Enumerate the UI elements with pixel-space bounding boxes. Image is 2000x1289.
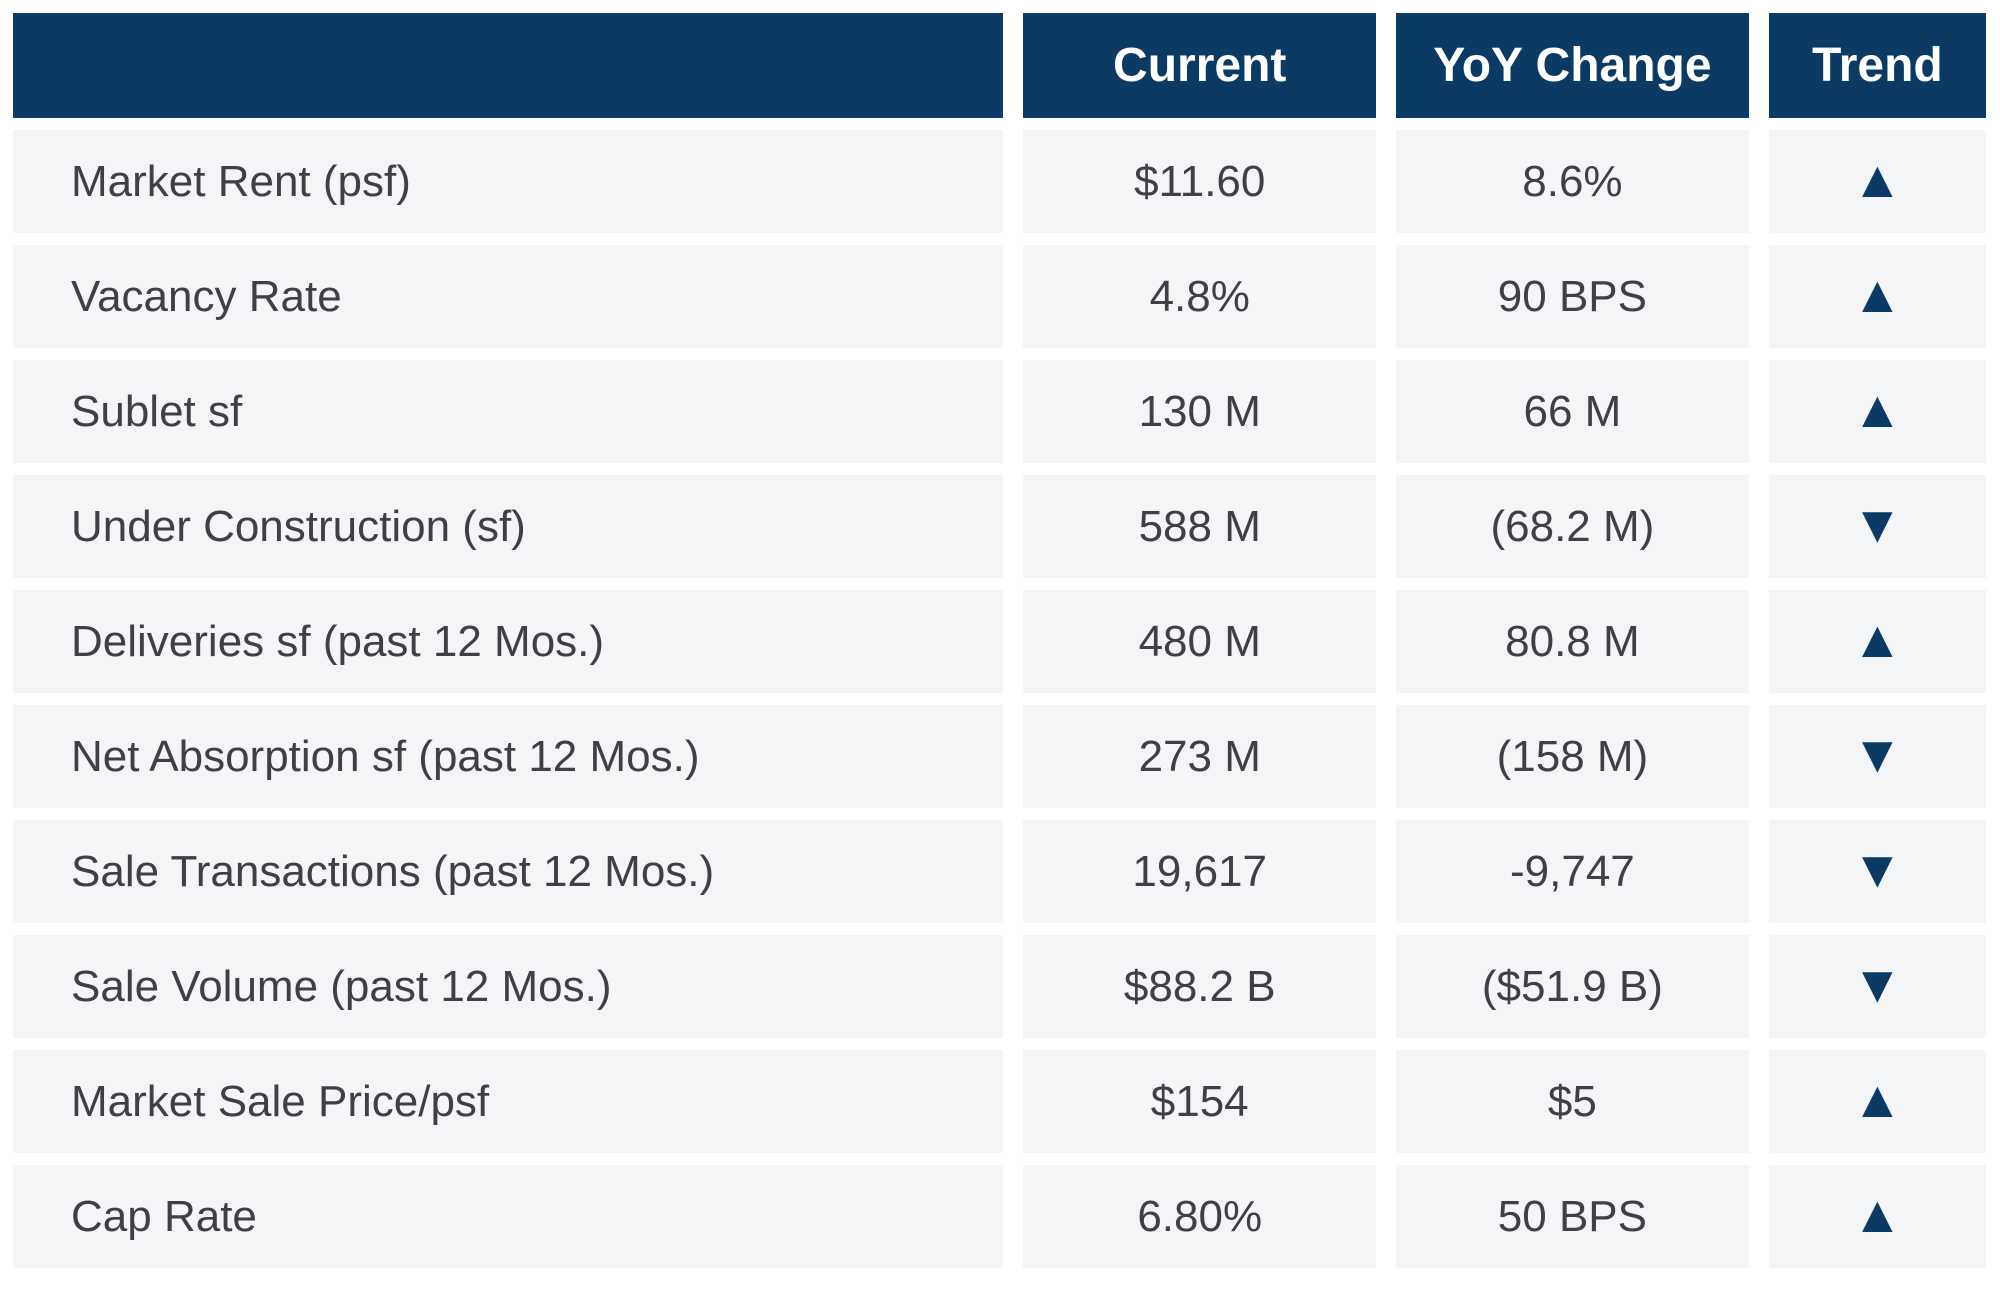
table-row: Net Absorption sf (past 12 Mos.) 273 M (… (13, 705, 1987, 808)
trend-cell: ▲ (1768, 130, 1987, 233)
table-row: Sale Volume (past 12 Mos.) $88.2 B ($51.… (13, 935, 1987, 1038)
table-row: Market Sale Price/psf $154 $5 ▲ (13, 1050, 1987, 1153)
current-value: 588 M (1023, 475, 1377, 578)
trend-up-icon: ▲ (1851, 380, 1904, 439)
current-value: 480 M (1023, 590, 1377, 693)
row-label: Sale Transactions (past 12 Mos.) (13, 820, 1004, 923)
table-row: Market Rent (psf) $11.60 8.6% ▲ (13, 130, 1987, 233)
yoy-change-value: (158 M) (1396, 705, 1749, 808)
header-cell-current: Current (1023, 13, 1377, 118)
trend-cell: ▲ (1768, 590, 1987, 693)
trend-cell: ▲ (1768, 1050, 1987, 1153)
row-label: Vacancy Rate (13, 245, 1004, 348)
row-label: Market Rent (psf) (13, 130, 1004, 233)
row-label: Sale Volume (past 12 Mos.) (13, 935, 1004, 1038)
table-row: Cap Rate 6.80% 50 BPS ▲ (13, 1165, 1987, 1268)
current-value: 130 M (1023, 360, 1377, 463)
trend-cell: ▼ (1768, 705, 1987, 808)
yoy-change-value: ($51.9 B) (1396, 935, 1749, 1038)
current-value: 6.80% (1023, 1165, 1377, 1268)
row-label: Sublet sf (13, 360, 1004, 463)
current-value: $154 (1023, 1050, 1377, 1153)
trend-cell: ▲ (1768, 245, 1987, 348)
row-label: Deliveries sf (past 12 Mos.) (13, 590, 1004, 693)
header-cell-trend: Trend (1768, 13, 1987, 118)
table-row: Vacancy Rate 4.8% 90 BPS ▲ (13, 245, 1987, 348)
current-value: $88.2 B (1023, 935, 1377, 1038)
trend-down-icon: ▼ (1851, 725, 1904, 784)
trend-cell: ▼ (1768, 475, 1987, 578)
current-value: 4.8% (1023, 245, 1377, 348)
yoy-change-value: -9,747 (1396, 820, 1749, 923)
yoy-change-value: $5 (1396, 1050, 1749, 1153)
row-label: Cap Rate (13, 1165, 1004, 1268)
row-label: Under Construction (sf) (13, 475, 1004, 578)
table-row: Under Construction (sf) 588 M (68.2 M) ▼ (13, 475, 1987, 578)
row-label: Net Absorption sf (past 12 Mos.) (13, 705, 1004, 808)
yoy-change-value: 66 M (1396, 360, 1749, 463)
trend-up-icon: ▲ (1851, 1185, 1904, 1244)
yoy-change-value: 8.6% (1396, 130, 1749, 233)
trend-up-icon: ▲ (1851, 265, 1904, 324)
yoy-change-value: 50 BPS (1396, 1165, 1749, 1268)
table-row: Deliveries sf (past 12 Mos.) 480 M 80.8 … (13, 590, 1987, 693)
trend-down-icon: ▼ (1851, 840, 1904, 899)
current-value: 19,617 (1023, 820, 1377, 923)
trend-cell: ▲ (1768, 1165, 1987, 1268)
trend-cell: ▼ (1768, 820, 1987, 923)
header-cell-yoy-change: YoY Change (1396, 13, 1749, 118)
trend-up-icon: ▲ (1851, 1070, 1904, 1129)
trend-up-icon: ▲ (1851, 610, 1904, 669)
current-value: $11.60 (1023, 130, 1377, 233)
trend-cell: ▼ (1768, 935, 1987, 1038)
row-label: Market Sale Price/psf (13, 1050, 1004, 1153)
trend-down-icon: ▼ (1851, 955, 1904, 1014)
trend-cell: ▲ (1768, 360, 1987, 463)
trend-down-icon: ▼ (1851, 495, 1904, 554)
yoy-change-value: 90 BPS (1396, 245, 1749, 348)
yoy-change-value: (68.2 M) (1396, 475, 1749, 578)
table-row: Sale Transactions (past 12 Mos.) 19,617 … (13, 820, 1987, 923)
current-value: 273 M (1023, 705, 1377, 808)
table-row: Sublet sf 130 M 66 M ▲ (13, 360, 1987, 463)
table-header-row: Current YoY Change Trend (13, 13, 1987, 118)
yoy-change-value: 80.8 M (1396, 590, 1749, 693)
trend-up-icon: ▲ (1851, 150, 1904, 209)
header-cell-metric (13, 13, 1004, 118)
